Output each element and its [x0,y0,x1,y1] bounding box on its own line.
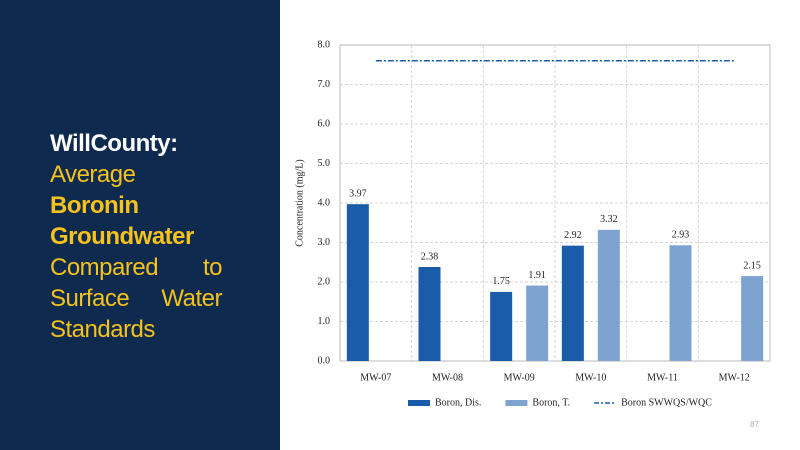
x-tick-label: MW-08 [432,372,463,383]
y-tick-label: 7.0 [318,79,331,90]
legend-label: Boron, Dis. [435,397,481,408]
page-number: 87 [750,420,759,429]
value-label: 1.91 [528,270,546,281]
y-tick-label: 5.0 [318,158,331,169]
y-tick-label: 2.0 [318,276,331,287]
value-label: 2.92 [564,230,582,241]
y-tick-label: 1.0 [318,316,331,327]
value-label: 2.38 [421,251,439,262]
value-label: 2.93 [672,230,690,241]
bar [418,266,441,361]
x-tick-label: MW-07 [360,372,391,383]
x-tick-label: MW-09 [504,372,535,383]
value-label: 3.97 [349,188,367,199]
y-tick-label: 0.0 [318,355,331,366]
legend-swatch [408,400,430,406]
heading-line: WillCounty: [50,130,178,157]
heading-line: Compared to Surface Water Standards [50,254,223,343]
bar [490,291,513,361]
y-tick-label: 3.0 [318,237,331,248]
bar [741,276,764,361]
bar [526,285,549,361]
legend-label: Boron SWWQS/WQC [621,397,712,408]
side-panel: WillCounty: Average Boronin Groundwater … [0,0,280,450]
bar [669,245,692,361]
x-tick-label: MW-10 [575,372,606,383]
plot-border [339,44,771,362]
bar [346,204,369,361]
value-label: 3.32 [600,214,618,225]
bar [561,245,584,361]
heading-line: Groundwater [50,223,194,250]
heading-line: Average [50,161,136,188]
bar [597,229,620,361]
heading-line: Boronin [50,192,139,219]
heading: WillCounty: Average Boronin Groundwater … [50,128,223,345]
value-label: 1.75 [492,276,510,287]
x-tick-label: MW-11 [647,372,678,383]
y-tick-label: 8.0 [318,39,331,50]
y-axis-label: Concentration (mg/L) [294,159,305,246]
legend-label: Boron, T. [532,397,570,408]
x-tick-label: MW-12 [719,372,750,383]
value-label: 2.15 [743,260,761,271]
y-tick-label: 4.0 [318,197,331,208]
legend-swatch [505,400,528,406]
y-tick-label: 6.0 [318,118,331,129]
